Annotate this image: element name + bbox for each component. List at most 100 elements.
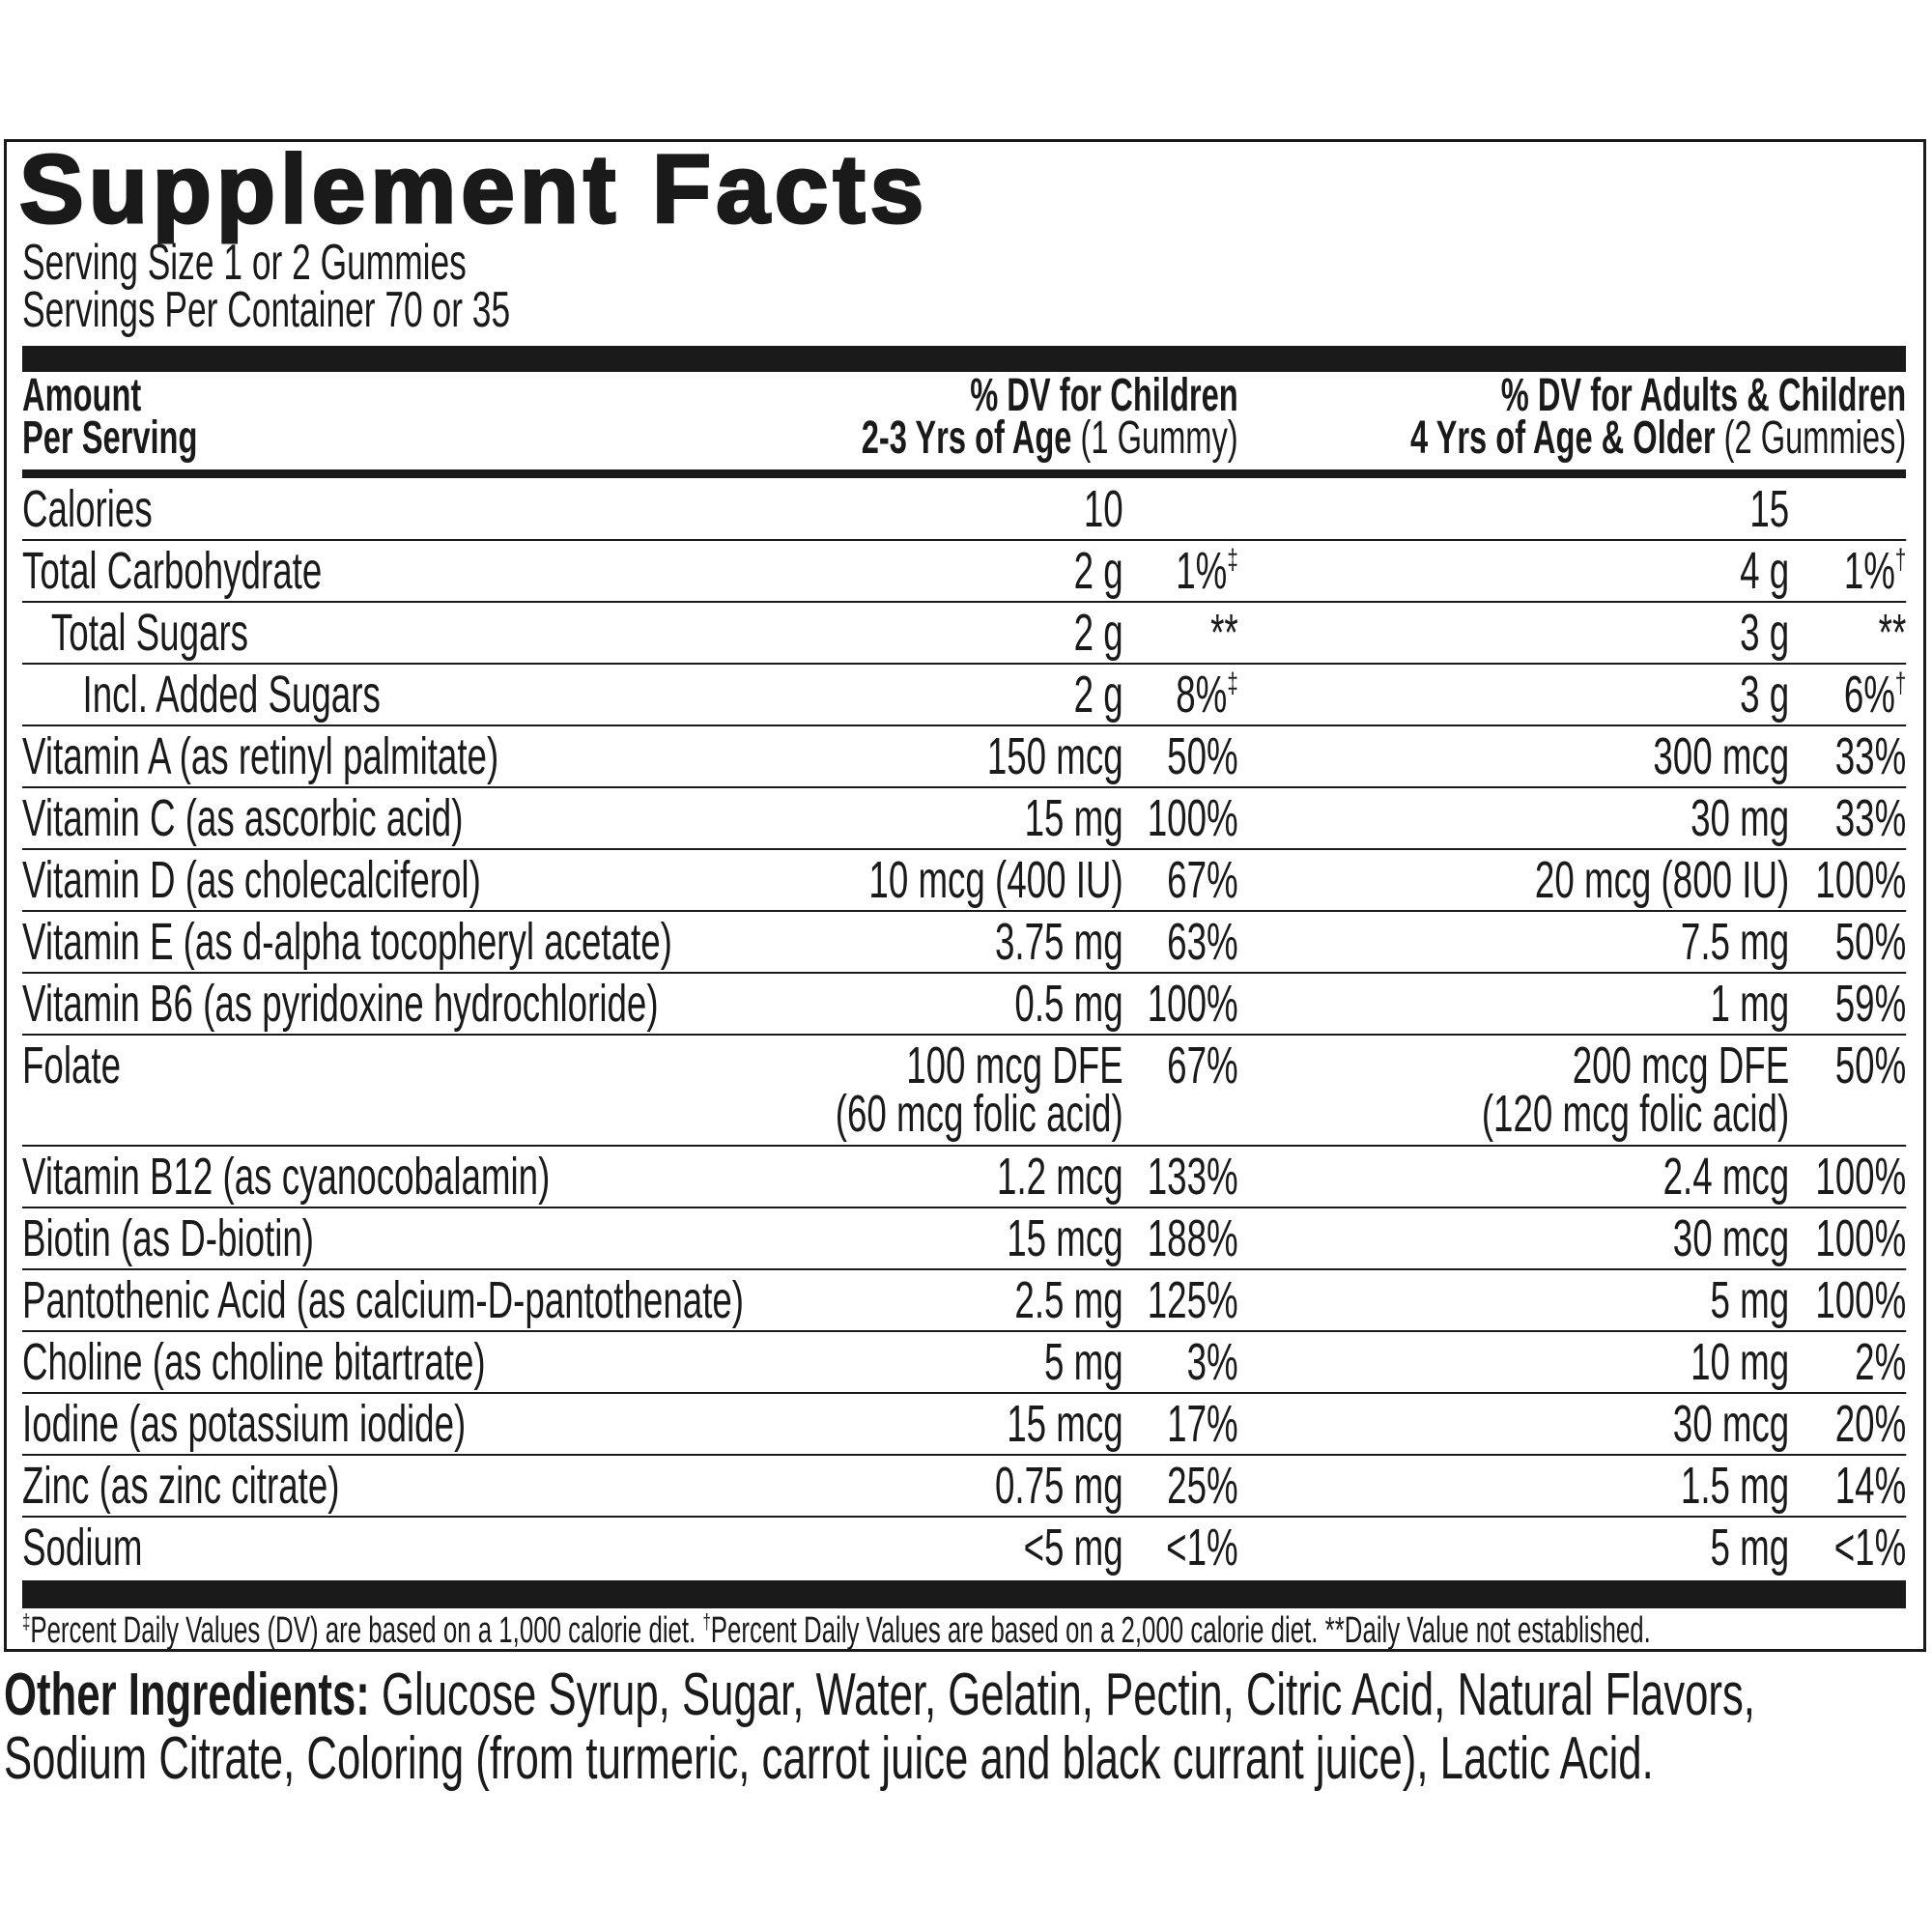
serving-info: Serving Size 1 or 2 Gummies Servings Per… xyxy=(22,235,1906,335)
serving-size: Serving Size 1 or 2 Gummies xyxy=(22,235,467,291)
child-dv-value: 63% xyxy=(1167,913,1238,971)
child-dv-value: 100% xyxy=(1147,789,1238,847)
other-ingredients-text: Glucose Syrup, Sugar, Water, Gelatin, Pe… xyxy=(4,1662,1755,1792)
nutrient-name: Vitamin E (as d-alpha tocopheryl acetate… xyxy=(22,912,810,972)
child-header: % DV for Children 2-3 Yrs of Age (1 Gumm… xyxy=(810,370,1238,462)
adult-amount: 5 mg xyxy=(1238,1270,1790,1330)
adult-dv-value: 2% xyxy=(1855,1333,1907,1391)
other-ingredients: Other Ingredients: Glucose Syrup, Sugar,… xyxy=(4,1663,1877,1791)
adult-amount-value: 1.5 mg xyxy=(1680,1457,1790,1515)
nutrient-name: Choline (as choline bitartrate) xyxy=(22,1332,810,1392)
adult-dv-footnote-mark: † xyxy=(1894,668,1907,699)
table-row: Choline (as choline bitartrate) 5 mg 3% 10 … xyxy=(22,1332,1907,1394)
nutrient-name: Sodium xyxy=(22,1518,810,1577)
nutrient-label: Choline (as choline bitartrate) xyxy=(22,1333,486,1391)
child-dv-value: 25% xyxy=(1167,1457,1238,1515)
adult-amount: 20 mcg (800 IU) xyxy=(1238,850,1789,910)
adult-amount: 30 mcg xyxy=(1238,1394,1789,1454)
adult-dv: ** xyxy=(1789,603,1907,663)
nutrient-label: Total Sugars xyxy=(50,604,249,662)
adult-dv-value: 50% xyxy=(1834,913,1907,971)
table-row: Folate 100 mcg DFE (60 mcg folic acid) 67% 2… xyxy=(22,1036,1907,1147)
adult-amount-value: 30 mcg xyxy=(1672,1209,1790,1267)
adult-dv: 1%† xyxy=(1789,541,1906,601)
table-row: Vitamin D (as cholecalciferol) 10 mcg (40… xyxy=(22,850,1907,912)
child-dv-value: 17% xyxy=(1167,1395,1238,1453)
child-serving: (1 Gummy) xyxy=(1071,412,1238,464)
child-amount: 150 mcg xyxy=(810,726,1123,786)
child-dv-value: 188% xyxy=(1147,1209,1238,1267)
child-dv: 3% xyxy=(1123,1332,1238,1392)
adult-dv: 6%† xyxy=(1789,665,1906,724)
child-amount-value: 2 g xyxy=(1073,666,1123,724)
nutrient-label: Total Carbohydrate xyxy=(22,542,323,600)
child-amount: <5 mg xyxy=(810,1518,1123,1577)
adult-dv: 59% xyxy=(1789,974,1907,1034)
adult-amount: 1 mg xyxy=(1238,974,1790,1034)
nutrient-label: Vitamin B6 (as pyridoxine hydrochloride) xyxy=(22,975,659,1033)
child-amount: 15 mcg xyxy=(810,1394,1122,1454)
adult-dv: 50% xyxy=(1789,1036,1907,1095)
table-row: Sodium <5 mg <1% 5 mg <1% xyxy=(22,1518,1906,1577)
adult-header-line1: % DV for Adults & Children xyxy=(1500,370,1907,421)
child-amount: 2 g xyxy=(810,541,1123,601)
nutrient-name: Vitamin D (as cholecalciferol) xyxy=(22,850,810,910)
nutrient-name: Zinc (as zinc citrate) xyxy=(22,1456,810,1516)
adult-dv-value: 50% xyxy=(1834,1037,1907,1094)
adult-header: % DV for Adults & Children 4 Yrs of Age … xyxy=(1238,370,1907,462)
adult-serving: (2 Gummies) xyxy=(1715,412,1907,464)
child-amount: 5 mg xyxy=(810,1332,1123,1392)
adult-amount-value: 200 mcg DFE xyxy=(1572,1037,1790,1094)
nutrient-label: Pantothenic Acid (as calcium-D-pantothen… xyxy=(22,1271,745,1329)
table-row: Vitamin B12 (as cyanocobalamin) 1.2 mcg 13… xyxy=(22,1147,1907,1208)
table-row: Vitamin A (as retinyl palmitate) 150 mcg 5… xyxy=(22,726,1907,788)
child-dv: 67% xyxy=(1123,850,1238,910)
nutrient-name: Total Carbohydrate xyxy=(22,541,810,601)
child-dv: 100% xyxy=(1123,788,1238,848)
table-row: Zinc (as zinc citrate) 0.75 mg 25% 1.5 mg 14… xyxy=(22,1456,1907,1518)
adult-amount-value: 2.4 mcg xyxy=(1662,1148,1790,1206)
adult-amount: 300 mcg xyxy=(1238,726,1790,786)
child-dv-value: 133% xyxy=(1147,1148,1238,1206)
child-amount: 3.75 mg xyxy=(810,912,1123,972)
child-amount-value: 0.75 mg xyxy=(994,1457,1123,1515)
adult-dv-value: 33% xyxy=(1834,727,1907,785)
adult-amount: 3 g xyxy=(1238,665,1789,724)
adult-dv-value: ** xyxy=(1878,604,1907,662)
child-amount: 15 mcg xyxy=(810,1208,1122,1268)
adult-dv-value: 59% xyxy=(1834,975,1907,1033)
nutrient-label: Biotin (as D-biotin) xyxy=(22,1209,315,1267)
table-row: Vitamin E (as d-alpha tocopheryl acetate… xyxy=(22,912,1907,974)
child-dv-value: 1% xyxy=(1176,542,1228,600)
child-header-line1: % DV for Children xyxy=(970,370,1238,421)
child-dv: 188% xyxy=(1123,1208,1238,1268)
adult-amount-value: 300 mcg xyxy=(1653,727,1790,785)
adult-dv: 100% xyxy=(1789,1147,1906,1207)
child-dv: 50% xyxy=(1123,726,1238,786)
adult-dv: 100% xyxy=(1789,1208,1906,1268)
child-dv: 1%‡ xyxy=(1123,541,1237,601)
adult-dv: <1% xyxy=(1789,1518,1907,1577)
child-amount: 100 mcg DFE (60 mcg folic acid) xyxy=(810,1036,1123,1140)
adult-age: 4 Yrs of Age & Older xyxy=(1409,412,1716,464)
footnote: ‡Percent Daily Values (DV) are based on … xyxy=(22,1609,1906,1651)
nutrient-label: Folate xyxy=(22,1037,122,1094)
child-amount-value: 0.5 mg xyxy=(1014,975,1123,1033)
child-dv-value: 50% xyxy=(1167,727,1238,785)
footnote-mark-dagger: † xyxy=(702,1609,711,1634)
table-row: Total Sugars 2 g ** 3 g ** xyxy=(22,603,1907,665)
adult-dv-value: 6% xyxy=(1843,666,1895,724)
adult-dv: 100% xyxy=(1789,850,1906,910)
adult-amount-value: 1 mg xyxy=(1710,975,1790,1033)
footnote-2000-calorie: Percent Daily Values are based on a 2,00… xyxy=(710,1610,1325,1651)
child-amount-value: 5 mg xyxy=(1044,1333,1123,1391)
nutrient-name: Vitamin A (as retinyl palmitate) xyxy=(22,726,810,786)
panel-title: Supplement Facts xyxy=(17,135,929,243)
footnote-dv-not-established: **Daily Value not established. xyxy=(1324,1610,1651,1651)
amount-header: Amount Per Serving xyxy=(22,373,810,462)
adult-amount: 7.5 mg xyxy=(1238,912,1789,972)
adult-dv: 50% xyxy=(1789,912,1907,972)
nutrient-label: Incl. Added Sugars xyxy=(82,666,381,724)
adult-amount-value: 4 g xyxy=(1740,542,1790,600)
footnote-mark-double-dagger: ‡ xyxy=(22,1609,31,1634)
